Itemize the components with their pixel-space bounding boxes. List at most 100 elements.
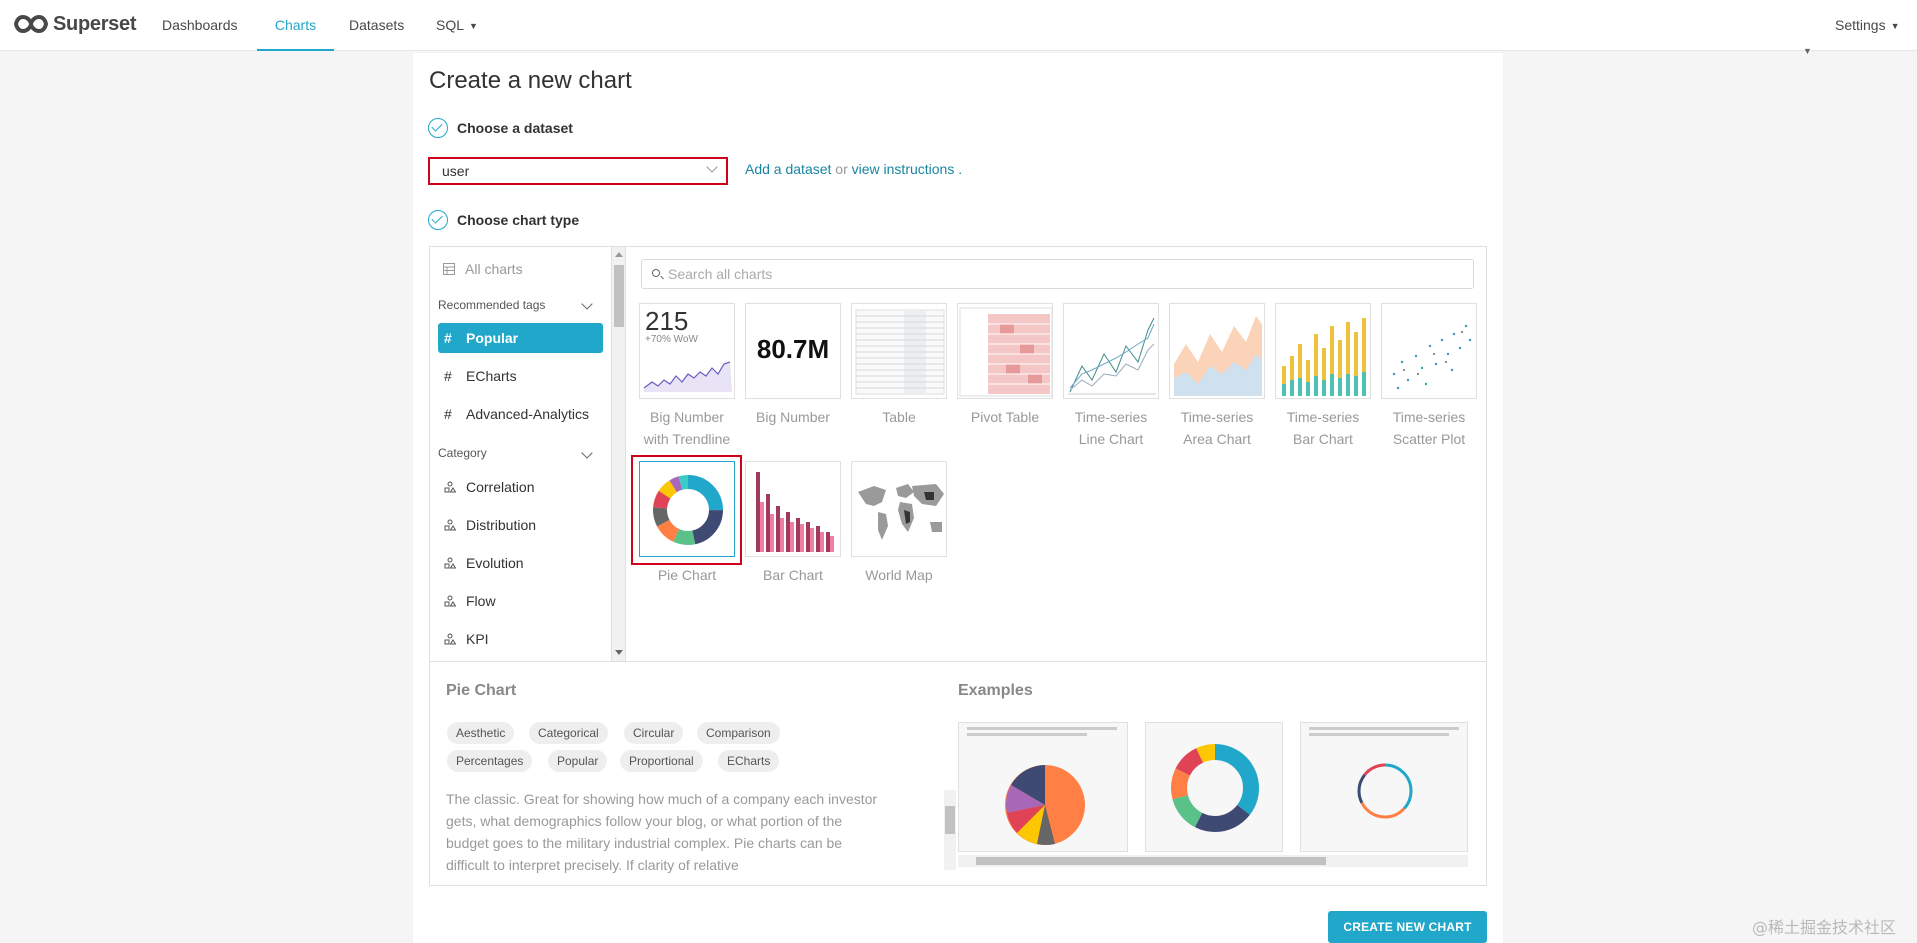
watermark: @稀土掘金技术社区 (1752, 918, 1897, 937)
chart-label-line: with Trendline (643, 431, 731, 447)
chart-card-time-series-area[interactable] (1169, 303, 1265, 399)
nav-sql-label: SQL (436, 17, 465, 33)
sidebar-item-advanced-analytics[interactable]: # Advanced-Analytics (438, 399, 603, 429)
nav-sql[interactable]: SQL ▼ (436, 0, 478, 51)
chart-description: The classic. Great for showing how much … (446, 791, 878, 873)
scroll-down-icon[interactable] (615, 650, 623, 655)
category-icon (444, 633, 456, 645)
example-image[interactable] (958, 722, 1128, 852)
examples-title: Examples (958, 682, 1033, 699)
hash-icon: # (444, 406, 452, 422)
pie-chart-thumbnail (653, 475, 723, 545)
view-instructions-link[interactable]: view instructions (851, 161, 955, 177)
nav-settings-label: Settings (1835, 17, 1886, 33)
sidebar-scrollbar-thumb[interactable] (614, 265, 624, 327)
sidebar-item-echarts[interactable]: # ECharts (438, 361, 603, 391)
bar-thumbnail (756, 472, 834, 552)
hash-icon: # (444, 330, 452, 346)
chart-card-time-series-scatter[interactable] (1381, 303, 1477, 399)
chart-label-line: Table (882, 409, 916, 425)
sidebar-item-evolution[interactable]: Evolution (438, 548, 603, 578)
table-icon (443, 263, 455, 275)
sidebar-scrollbar[interactable] (612, 247, 626, 661)
period-text: . (958, 161, 963, 177)
sidebar-item-correlation[interactable]: Correlation (438, 472, 603, 502)
chart-label-line: Area Chart (1183, 431, 1251, 447)
chart-card-big-number-trendline[interactable]: 215 +70% WoW (639, 303, 735, 399)
chart-tag: Proportional (620, 750, 703, 772)
sidebar-item-label: Advanced-Analytics (466, 406, 589, 422)
chart-label-line: Big Number (756, 409, 830, 425)
chart-label-line: Pivot Table (970, 409, 1040, 425)
chart-label-line: Bar Chart (1293, 431, 1353, 447)
hash-icon: # (444, 368, 452, 384)
chart-label-line: World Map (865, 567, 933, 583)
category-icon (444, 557, 456, 569)
example-image[interactable] (1145, 722, 1283, 852)
sidebar-item-label: KPI (466, 631, 489, 647)
sidebar-item-kpi[interactable]: KPI (438, 624, 603, 654)
chart-tag: Percentages (447, 750, 533, 772)
nav-dashboards[interactable]: Dashboards (162, 17, 238, 33)
example-donut-thumbnail (1171, 744, 1259, 832)
chart-label-world-map: World Map (846, 564, 952, 586)
recommended-tags-header[interactable]: Recommended tags (438, 298, 546, 312)
sidebar-item-distribution[interactable]: Distribution (438, 510, 603, 540)
search-input[interactable] (668, 266, 1458, 282)
chart-label-line: Time-series (1392, 409, 1466, 425)
dataset-links: Add a dataset or view instructions . (745, 161, 962, 177)
chart-label-line: Time-series (1180, 409, 1254, 425)
example-pie-thumbnail (967, 727, 1117, 846)
table-thumbnail (855, 309, 945, 395)
step-choose-chart-type: Choose chart type (428, 210, 579, 230)
example-image[interactable] (1300, 722, 1468, 852)
caret-down-icon[interactable]: ▼ (1803, 46, 1812, 56)
nav-datasets[interactable]: Datasets (349, 17, 405, 33)
chart-label-line: Bar Chart (763, 567, 823, 583)
sidebar-item-popular[interactable]: # Popular (438, 323, 603, 353)
category-icon (444, 595, 456, 607)
chart-card-pivot-table[interactable] (957, 303, 1053, 399)
sidebar-item-label: Popular (466, 330, 519, 346)
chart-label-time-series-bar: Time-series Bar Chart (1270, 406, 1376, 450)
chart-tag: Circular (624, 722, 684, 744)
sidebar-item-label: ECharts (466, 368, 517, 384)
big-number-value: 215 (645, 306, 689, 336)
sidebar-item-all-charts[interactable]: All charts (443, 261, 523, 277)
chart-card-bar-chart[interactable] (745, 461, 841, 557)
sidebar-item-flow[interactable]: Flow (438, 586, 603, 616)
chart-card-time-series-bar[interactable] (1275, 303, 1371, 399)
details-divider (430, 661, 1486, 662)
step-choose-dataset: Choose a dataset (428, 118, 573, 138)
chevron-down-icon (706, 161, 718, 173)
add-dataset-link[interactable]: Add a dataset (745, 161, 832, 177)
chart-tag: ECharts (718, 750, 780, 772)
examples-scrollbar-thumb[interactable] (976, 857, 1326, 865)
chart-card-table[interactable] (851, 303, 947, 399)
chart-label-pie-chart: Pie Chart (634, 564, 740, 586)
category-icon (444, 481, 456, 493)
chart-label-big-number: Big Number (740, 406, 846, 428)
category-header[interactable]: Category (438, 446, 487, 460)
chart-card-big-number[interactable]: 80.7M (745, 303, 841, 399)
chart-tag: Aesthetic (447, 722, 515, 744)
chart-label-time-series-scatter: Time-series Scatter Plot (1376, 406, 1482, 450)
chart-label-bar-chart: Bar Chart (740, 564, 846, 586)
chart-tag: Comparison (697, 722, 780, 744)
scroll-up-icon[interactable] (615, 252, 623, 257)
description-scrollbar-thumb[interactable] (945, 806, 955, 834)
chart-label-table: Table (846, 406, 952, 428)
category-icon (444, 519, 456, 531)
dataset-select[interactable]: user (428, 157, 728, 185)
nav-charts[interactable]: Charts (257, 0, 334, 51)
chart-card-time-series-line[interactable] (1063, 303, 1159, 399)
chart-tag: Categorical (529, 722, 608, 744)
nav-settings[interactable]: Settings ▼ (1835, 0, 1900, 51)
caret-down-icon: ▼ (1890, 21, 1900, 31)
brand-logo[interactable]: Superset (14, 9, 136, 39)
chart-card-pie-chart[interactable] (639, 461, 735, 557)
create-new-chart-button[interactable]: CREATE NEW CHART (1328, 911, 1487, 943)
chart-type-selector (429, 246, 1487, 886)
area-chart-thumbnail (1174, 316, 1262, 396)
chart-card-world-map[interactable] (851, 461, 947, 557)
